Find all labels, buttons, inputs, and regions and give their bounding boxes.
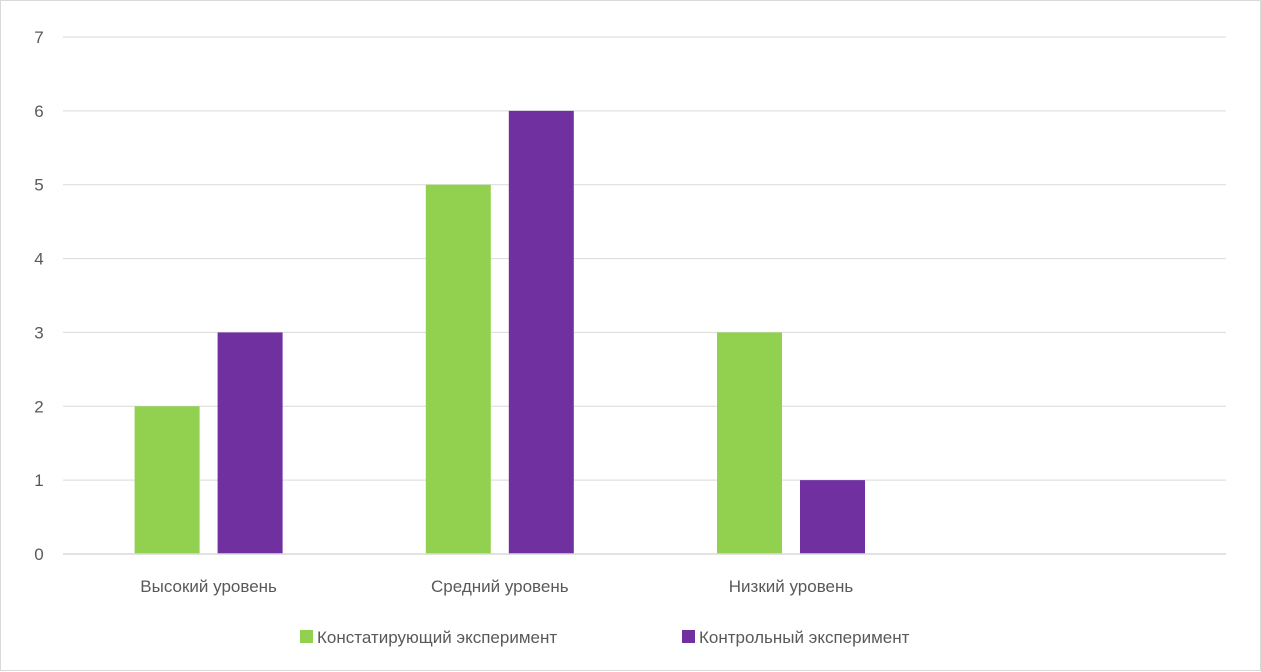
x-axis-categories: Высокий уровень Средний уровень Низкий уро…	[140, 577, 853, 596]
y-tick-label: 5	[34, 176, 43, 195]
y-tick-label: 0	[34, 545, 43, 564]
y-tick-label: 3	[34, 323, 43, 342]
x-category-label: Средний уровень	[431, 577, 569, 596]
bar-kontrolnyy-1	[508, 110, 574, 554]
legend: Констатирующий эксперимент Контрольный эк…	[300, 628, 910, 647]
y-tick-label: 4	[34, 250, 43, 269]
y-tick-label: 7	[34, 28, 43, 47]
bar-konstatiruyushchiy-1	[425, 184, 491, 554]
legend-label: Констатирующий эксперимент	[317, 628, 557, 647]
y-tick-label: 6	[34, 102, 43, 121]
bar-kontrolnyy-2	[800, 480, 865, 554]
bars	[134, 110, 865, 554]
y-tick-label: 2	[34, 397, 43, 416]
legend-label: Контрольный эксперимент	[699, 628, 910, 647]
y-tick-label: 1	[34, 471, 43, 490]
bar-konstatiruyushchiy-2	[717, 332, 782, 554]
x-category-label: Низкий уровень	[729, 577, 854, 596]
y-axis-ticks: 0 1 2 3 4 5 6 7	[34, 28, 43, 564]
bar-kontrolnyy-0	[217, 332, 283, 554]
legend-swatch	[300, 630, 313, 643]
x-category-label: Высокий уровень	[140, 577, 277, 596]
bar-konstatiruyushchiy-0	[134, 406, 200, 554]
legend-swatch	[682, 630, 695, 643]
